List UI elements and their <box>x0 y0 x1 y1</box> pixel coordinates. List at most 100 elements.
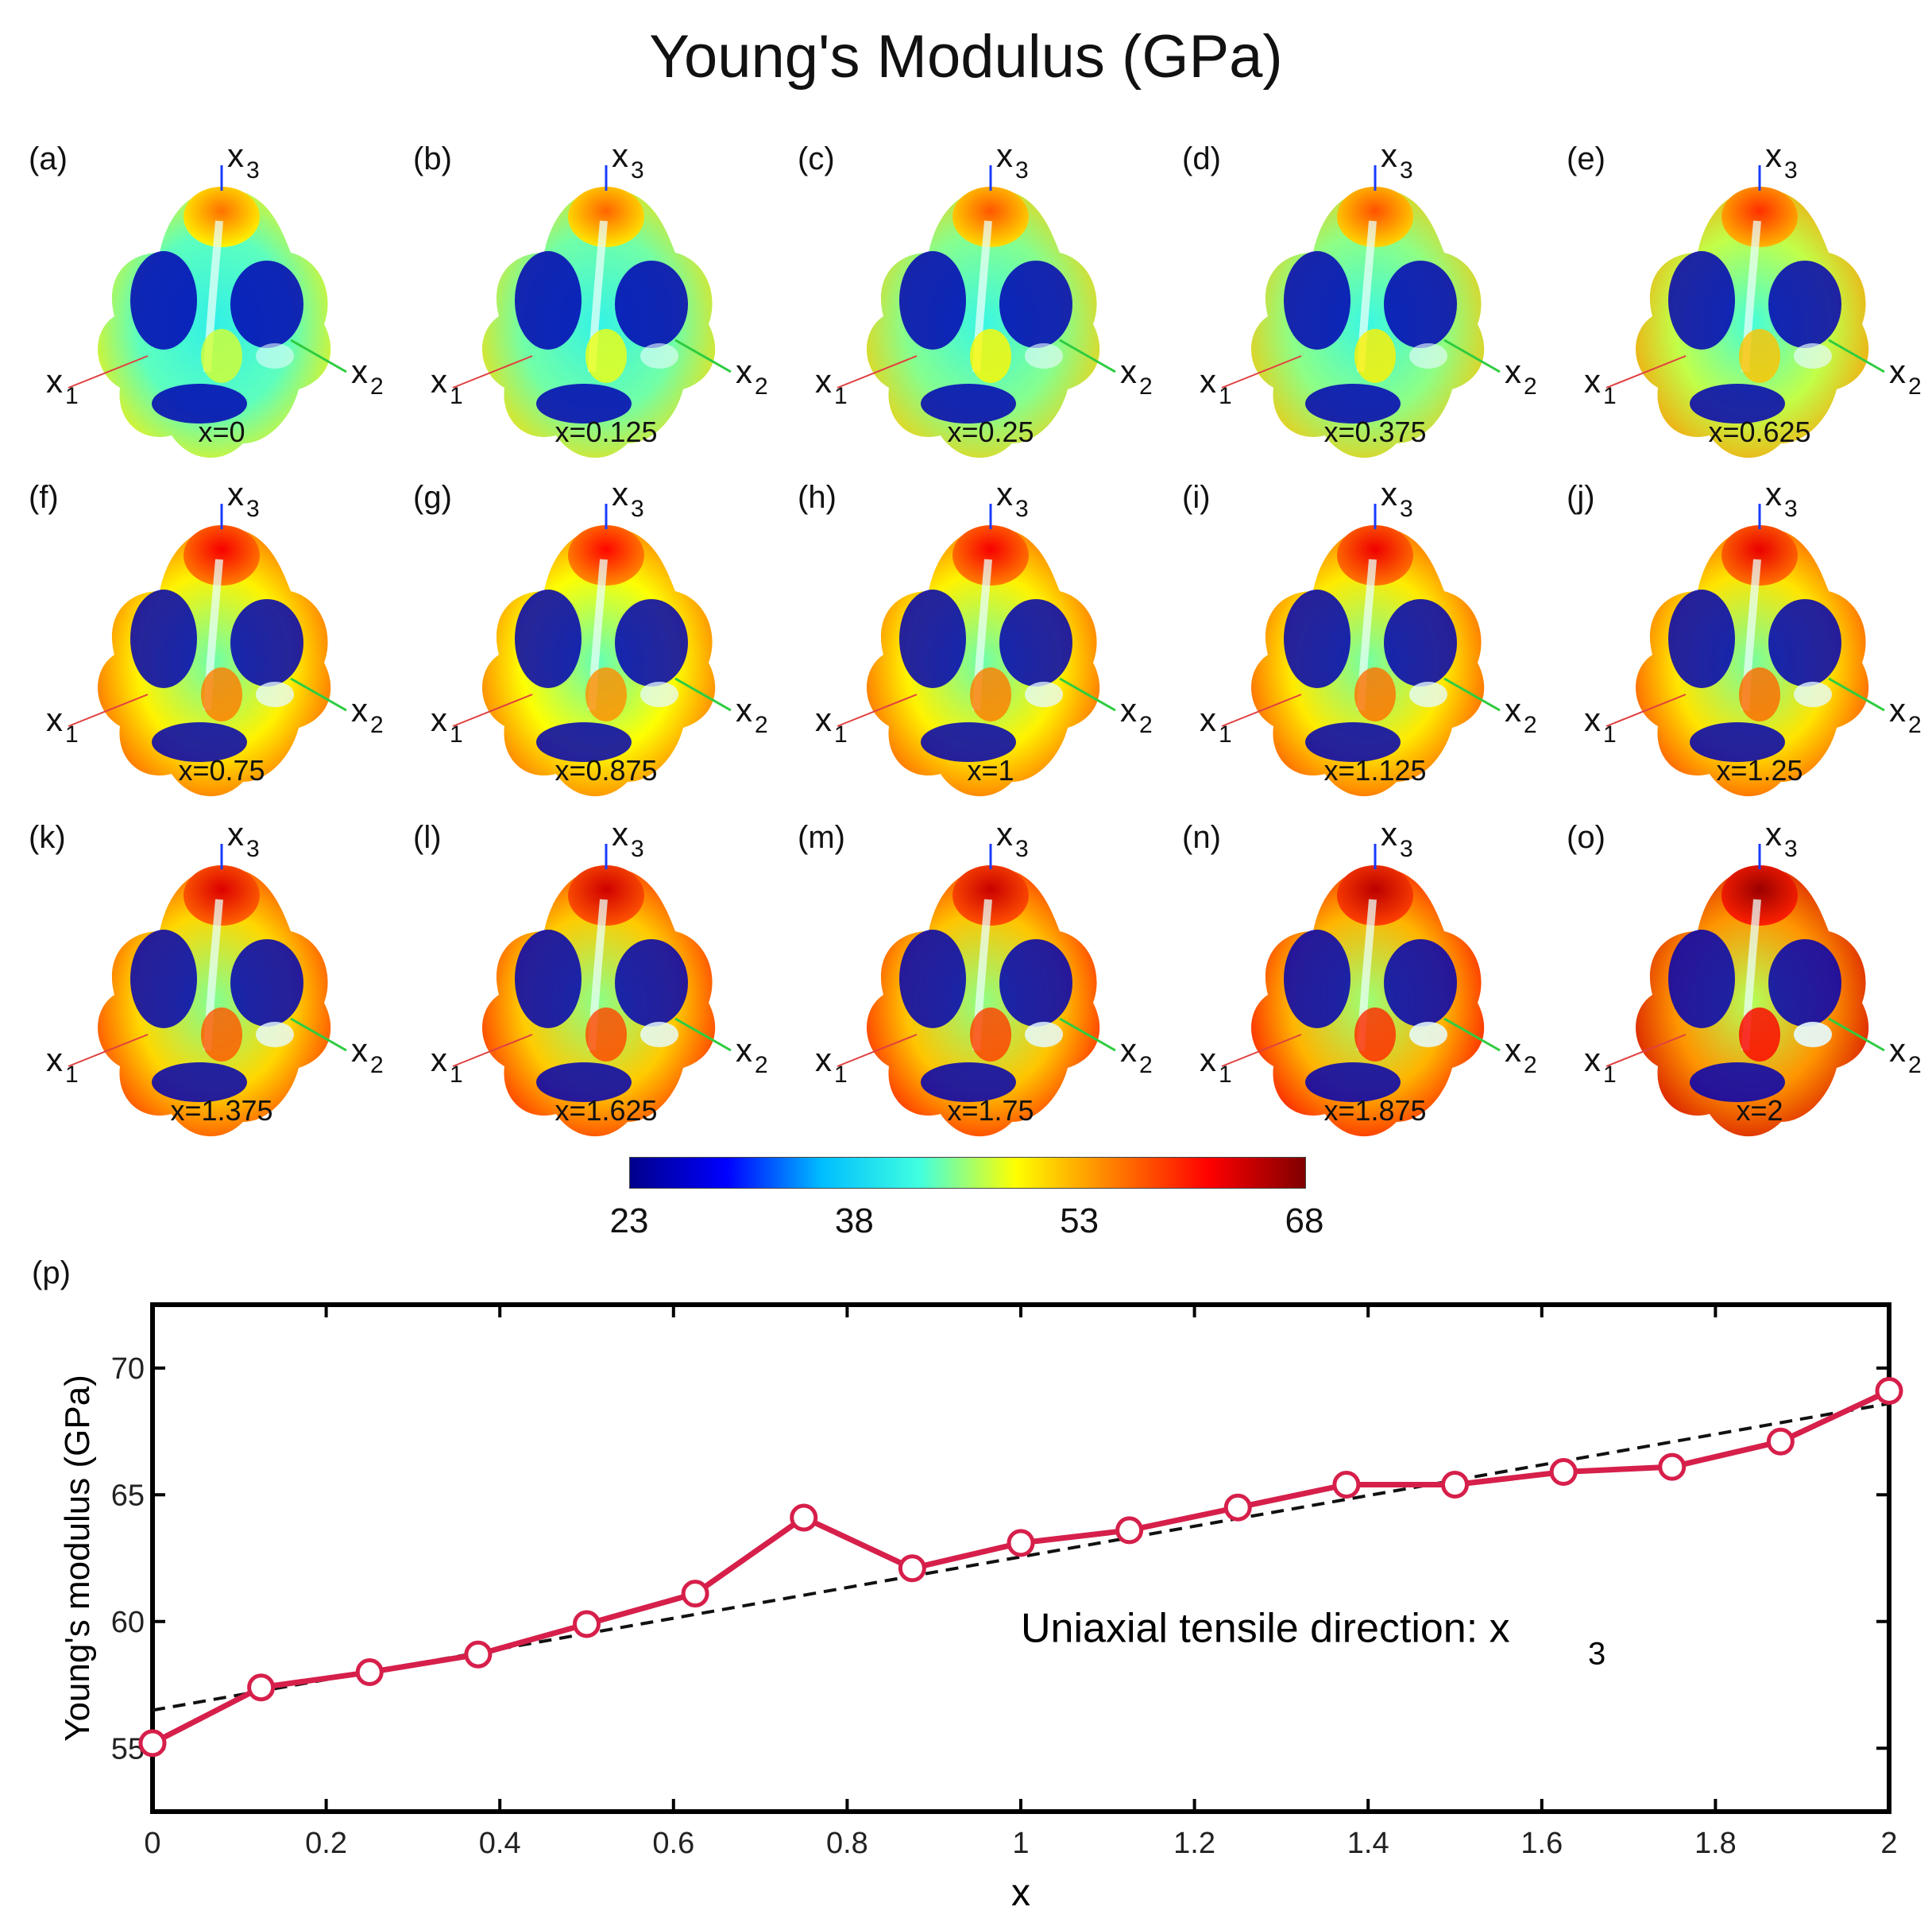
panel-letter: (i) <box>1182 480 1211 515</box>
surface-low-region <box>536 1062 632 1102</box>
surface-plot: x 3x 1x 2 <box>431 815 768 1137</box>
x3-axis-label-sub: 3 <box>1400 836 1413 862</box>
x1-axis-label: x <box>1200 362 1216 400</box>
x1-axis-label: x <box>815 362 832 400</box>
surface-plot: x 3x 1x 2 <box>1584 137 1922 458</box>
y-axis-title: Young's modulus (GPa) <box>58 1375 97 1742</box>
surface-top-lobe <box>184 525 260 586</box>
colorbar-tick-label: 23 <box>609 1201 649 1240</box>
surface-mid-lobe <box>1739 667 1780 721</box>
surface-low-region <box>615 261 688 348</box>
x2-axis-arrow <box>290 677 347 712</box>
data-point <box>1441 1470 1469 1499</box>
panel-letter: (b) <box>413 141 452 176</box>
x1-axis-label: x <box>815 1041 832 1078</box>
surface-low-region <box>999 599 1072 687</box>
surface-plot: x 3x 1x 2 <box>815 137 1153 458</box>
x1-axis-label-sub: 1 <box>450 1062 463 1088</box>
x1-axis-arrow <box>837 1034 918 1067</box>
x3-axis-label: x <box>1381 815 1397 853</box>
surface-low-region <box>152 722 247 762</box>
surface-top-lobe <box>1721 525 1798 586</box>
surface-panel: (b) x 3 x 1 x 2 x=0.125 <box>413 137 799 479</box>
surface-low-region <box>615 599 688 687</box>
surface-top-lobe <box>1337 187 1413 247</box>
surface-mid-lobe <box>970 667 1011 721</box>
x2-axis-label: x <box>1120 353 1137 390</box>
panel-caption: x=2 <box>1736 1094 1783 1127</box>
panel-letter: (c) <box>798 141 835 176</box>
surface-top-lobe <box>1721 865 1798 926</box>
x1-axis-label-sub: 1 <box>450 383 463 409</box>
x3-axis-label-sub: 3 <box>1784 836 1798 862</box>
x2-axis-label-sub: 2 <box>1139 712 1153 738</box>
x2-axis-label-sub: 2 <box>1908 373 1922 400</box>
surface-plot: x 3x 1x 2 <box>431 475 768 797</box>
surface-low-region <box>1690 1062 1785 1102</box>
surface-plot: x 3x 1x 2 <box>1584 815 1922 1137</box>
x1-axis-label: x <box>46 1041 63 1078</box>
x3-axis-label: x <box>1765 137 1782 174</box>
colorbar-tick-label: 53 <box>1060 1201 1099 1240</box>
x2-axis-label: x <box>351 691 368 729</box>
x1-axis-arrow <box>452 1034 533 1067</box>
surface-low-region <box>899 251 966 350</box>
surface-mid-lobe <box>585 1008 627 1062</box>
x2-axis-arrow <box>290 1017 347 1052</box>
surface-highlight <box>1794 343 1832 369</box>
surface-low-region <box>1690 722 1785 762</box>
x2-axis-label: x <box>1505 691 1521 729</box>
data-point <box>1875 1376 1903 1405</box>
x2-axis-label: x <box>351 353 368 390</box>
x1-axis-label: x <box>431 362 447 400</box>
x3-axis-label-sub: 3 <box>1400 496 1413 522</box>
surface-top-lobe <box>1337 525 1413 586</box>
surface-panel: (m) x 3 x 1 x 2 x=1.75 <box>798 815 1184 1158</box>
x2-axis-arrow <box>1059 1017 1116 1052</box>
x-tick-label: 0.8 <box>826 1827 868 1860</box>
panel-letter: (n) <box>1182 820 1221 855</box>
x1-axis-label: x <box>46 362 63 400</box>
x1-axis-label-sub: 1 <box>65 383 79 409</box>
surface-low-region <box>1305 1062 1401 1102</box>
surface-low-region <box>515 930 582 1028</box>
surface-low-region <box>1284 590 1350 688</box>
annotation-text: Uniaxial tensile direction: x <box>1021 1605 1510 1651</box>
colorbar-tick-label: 38 <box>834 1201 874 1240</box>
surface-highlight <box>1025 343 1063 369</box>
panel-letter: (f) <box>29 480 59 515</box>
x3-axis-label: x <box>612 815 628 853</box>
surface-mid-lobe <box>585 667 627 721</box>
surface-highlight <box>1025 682 1063 707</box>
surface-mid-lobe <box>1354 329 1396 383</box>
x2-axis-label-sub: 2 <box>1139 1052 1153 1078</box>
x2-axis-arrow <box>1828 338 1885 373</box>
x3-axis-label-sub: 3 <box>246 157 260 184</box>
surface-low-region <box>515 251 582 350</box>
surface-top-lobe <box>1721 187 1798 247</box>
x2-axis-label-sub: 2 <box>1524 712 1537 738</box>
colorbar <box>629 1157 1306 1189</box>
x3-axis-label-sub: 3 <box>246 836 260 862</box>
surface-low-region <box>536 384 632 424</box>
x2-axis-label: x <box>1889 353 1906 390</box>
x-tick-label: 1.8 <box>1694 1827 1737 1860</box>
surface-low-region <box>1768 939 1841 1027</box>
colorbar-tick-label: 68 <box>1285 1201 1324 1240</box>
x2-axis-label-sub: 2 <box>1908 712 1922 738</box>
x1-axis-label: x <box>1200 701 1216 738</box>
x1-axis-label-sub: 1 <box>450 721 463 748</box>
x1-axis-arrow <box>1221 1034 1302 1067</box>
x2-axis-label: x <box>736 353 752 390</box>
x1-axis-arrow <box>1221 355 1302 389</box>
surface-panel: (h) x 3 x 1 x 2 x=1 <box>798 475 1184 818</box>
x3-axis-label: x <box>612 475 628 512</box>
surface-panel: (c) x 3 x 1 x 2 x=0.25 <box>798 137 1184 479</box>
surface-top-lobe <box>1337 865 1413 926</box>
x3-axis-label-sub: 3 <box>1400 157 1413 184</box>
surface-mid-lobe <box>201 667 242 721</box>
surface-low-region <box>1668 251 1735 350</box>
surface-panel: (d) x 3 x 1 x 2 x=0.375 <box>1182 137 1568 479</box>
surface-highlight <box>1409 343 1447 369</box>
panel-letter: (l) <box>413 820 442 855</box>
